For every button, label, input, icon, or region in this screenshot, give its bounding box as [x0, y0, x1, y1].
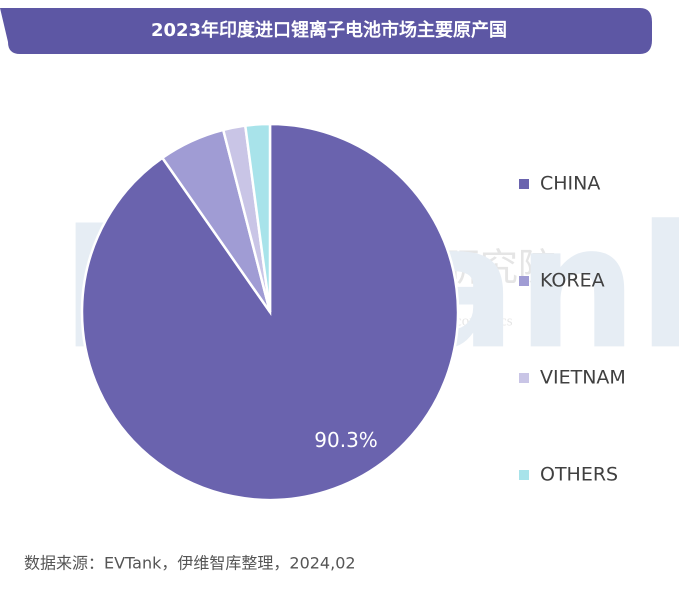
legend-label: VIETNAM: [540, 367, 626, 389]
legend-label: OTHERS: [540, 464, 618, 486]
legend-swatch: [519, 373, 529, 383]
legend-swatch: [519, 470, 529, 480]
chart-title: 2023年印度进口锂离子电池市场主要原产国: [151, 19, 507, 41]
legend-label: KOREA: [540, 270, 605, 292]
legend-label: CHINA: [540, 173, 600, 195]
source-note: 数据来源：EVTank，伊维智库整理，2024,02: [24, 554, 356, 573]
data-label: 90.3%: [314, 428, 378, 452]
title-banner: [0, 8, 652, 54]
legend-swatch: [519, 179, 529, 189]
pie-slice: [243, 122, 272, 313]
legend-swatch: [519, 276, 529, 286]
